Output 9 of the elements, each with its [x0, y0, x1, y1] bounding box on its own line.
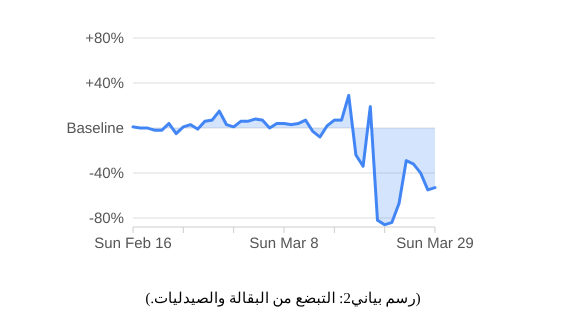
y-tick-label: -40%: [88, 165, 124, 182]
y-tick-label: Baseline: [66, 120, 124, 137]
y-tick-label: -80%: [88, 210, 124, 227]
x-tick-label: Sun Mar 29: [396, 235, 474, 252]
text: (رسم بياني2: التبضع من البقالة والصيدليات.): [145, 291, 421, 307]
y-tick-label: +80%: [85, 30, 124, 47]
x-tick-label: Sun Feb 16: [94, 235, 172, 252]
x-tick-label: Sun Mar 8: [249, 235, 319, 252]
y-tick-label: +40%: [85, 75, 124, 92]
